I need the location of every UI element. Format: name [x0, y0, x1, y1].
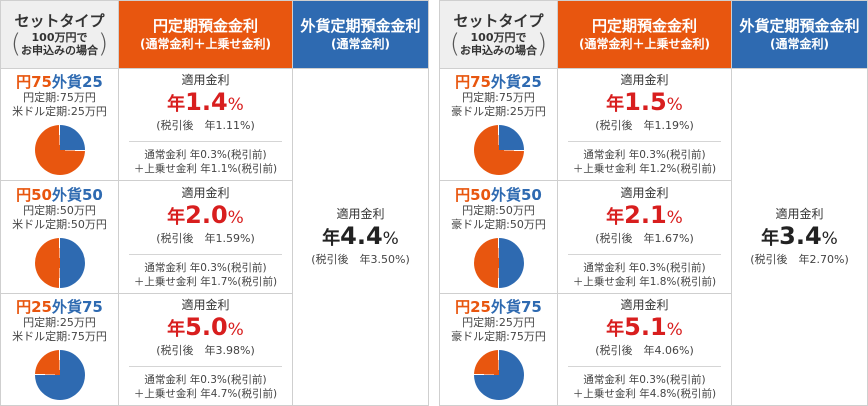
divider	[568, 366, 721, 368]
header-yen-rate: 円定期預金金利 (通常金利＋上乗せ金利)	[118, 0, 293, 69]
plan-row: 円75外貨25 円定期:75万円 豪ドル定期:25万円 適用金利 年1.5% (…	[439, 67, 868, 406]
header-row: セットタイプ ( 100万円で お申込みの場合 ) 円定期預金金利 (通常金利＋上…	[0, 0, 429, 69]
plan-row: 円25外貨75 円定期:25万円 米ドル定期:75万円 適用金利 年5.0% (…	[0, 292, 429, 406]
header-foreign-rate: 外貨定期預金金利 (通常金利)	[731, 0, 868, 69]
plan-row: 円50外貨50 円定期:50万円 米ドル定期:50万円 適用金利 年2.0% (…	[0, 180, 429, 294]
allocation-pie-icon	[34, 125, 85, 176]
set-type-label: 円50外貨50	[16, 185, 103, 204]
set-type-cell: 円50外貨50 円定期:50万円 米ドル定期:50万円	[0, 180, 119, 294]
allocation-pie-icon	[473, 125, 524, 176]
header-row: セットタイプ ( 100万円で お申込みの場合 ) 円定期預金金利 (通常金利＋上…	[439, 0, 868, 69]
yen-rate-cell: 適用金利 年1.5% (税引後 年1.19%) 通常金利 年0.3%(税引前) …	[557, 67, 732, 181]
paren-right-icon: )	[537, 28, 548, 59]
foreign-rate-value: 年4.4%	[322, 222, 399, 251]
set-type-cell: 円25外貨75 円定期:25万円 豪ドル定期:75万円	[439, 292, 558, 406]
paren-right-icon: )	[98, 28, 109, 59]
divider	[568, 253, 721, 255]
divider	[568, 141, 721, 143]
set-type-label: 円25外貨75	[16, 298, 103, 317]
set-type-title: セットタイプ	[453, 11, 544, 30]
set-type-cell: 円25外貨75 円定期:25万円 米ドル定期:75万円	[0, 292, 119, 406]
set-type-cell: 円75外貨25 円定期:75万円 豪ドル定期:25万円	[439, 67, 558, 181]
set-type-cell: 円75外貨25 円定期:75万円 米ドル定期:25万円	[0, 67, 119, 181]
header-set-type: セットタイプ ( 100万円で お申込みの場合 )	[439, 0, 558, 69]
yen-rate-cell: 適用金利 年5.1% (税引後 年4.06%) 通常金利 年0.3%(税引前) …	[557, 292, 732, 406]
set-type-cell: 円50外貨50 円定期:50万円 豪ドル定期:50万円	[439, 180, 558, 294]
rate-table: セットタイプ ( 100万円で お申込みの場合 ) 円定期預金金利 (通常金利＋上…	[0, 0, 429, 406]
yen-rate-value: 年1.5%	[606, 88, 683, 117]
yen-rate-value: 年2.1%	[606, 200, 683, 229]
yen-rate-cell: 適用金利 年2.0% (税引後 年1.59%) 通常金利 年0.3%(税引前) …	[118, 180, 293, 294]
paren-left-icon: (	[10, 28, 21, 59]
set-type-label: 円75外貨25	[16, 73, 103, 92]
set-type-title: セットタイプ	[14, 11, 105, 30]
set-type-label: 円75外貨25	[455, 73, 542, 92]
divider	[129, 253, 282, 255]
divider	[129, 366, 282, 368]
set-type-note: ( 100万円で お申込みの場合 )	[449, 28, 548, 59]
foreign-rate-value: 年3.4%	[761, 222, 838, 251]
allocation-pie-icon	[34, 350, 85, 401]
paren-left-icon: (	[449, 28, 460, 59]
yen-rate-cell: 適用金利 年2.1% (税引後 年1.67%) 通常金利 年0.3%(税引前) …	[557, 180, 732, 294]
header-foreign-rate: 外貨定期預金金利 (通常金利)	[292, 0, 429, 69]
yen-rate-value: 年1.4%	[167, 88, 244, 117]
allocation-pie-icon	[473, 237, 524, 288]
plan-row: 円75外貨25 円定期:75万円 米ドル定期:25万円 適用金利 年1.4% (…	[0, 67, 429, 406]
yen-rate-value: 年5.1%	[606, 313, 683, 342]
yen-rate-cell: 適用金利 年1.4% (税引後 年1.11%) 通常金利 年0.3%(税引前) …	[118, 67, 293, 181]
rate-table: セットタイプ ( 100万円で お申込みの場合 ) 円定期預金金利 (通常金利＋上…	[439, 0, 868, 406]
plan-row: 円25外貨75 円定期:25万円 豪ドル定期:75万円 適用金利 年5.1% (…	[439, 292, 868, 406]
foreign-rate-cell: 適用金利 年3.4% (税引後 年2.70%)	[731, 67, 868, 406]
set-type-label: 円50外貨50	[455, 185, 542, 204]
foreign-rate-cell: 適用金利 年4.4% (税引後 年3.50%)	[292, 67, 429, 406]
divider	[129, 141, 282, 143]
set-type-note: ( 100万円で お申込みの場合 )	[10, 28, 109, 59]
plan-row: 円50外貨50 円定期:50万円 豪ドル定期:50万円 適用金利 年2.1% (…	[439, 180, 868, 294]
allocation-pie-icon	[473, 350, 524, 401]
yen-rate-value: 年2.0%	[167, 200, 244, 229]
yen-rate-value: 年5.0%	[167, 313, 244, 342]
yen-rate-cell: 適用金利 年5.0% (税引後 年3.98%) 通常金利 年0.3%(税引前) …	[118, 292, 293, 406]
header-yen-rate: 円定期預金金利 (通常金利＋上乗せ金利)	[557, 0, 732, 69]
set-type-label: 円25外貨75	[455, 298, 542, 317]
header-set-type: セットタイプ ( 100万円で お申込みの場合 )	[0, 0, 119, 69]
allocation-pie-icon	[34, 237, 85, 288]
